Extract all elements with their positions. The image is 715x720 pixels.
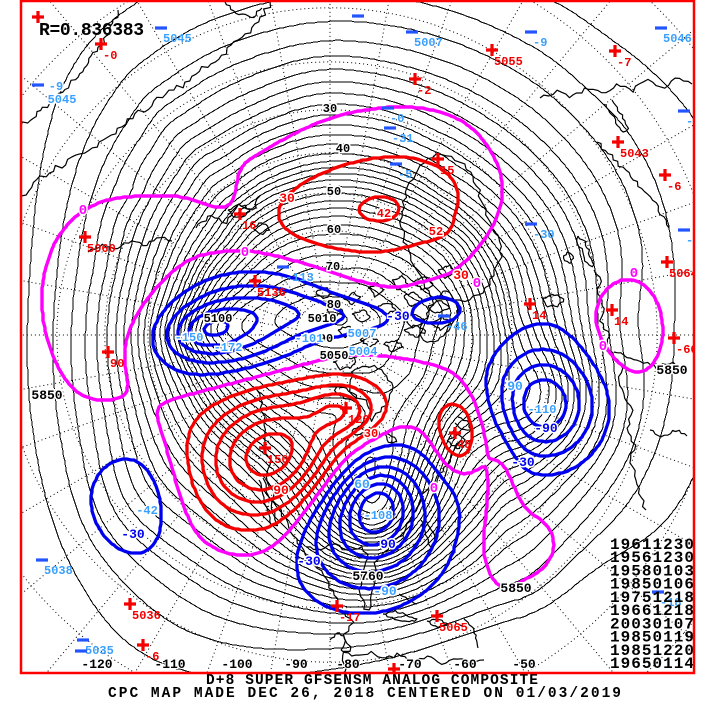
svg-text:-9: -9 — [533, 36, 547, 50]
svg-text:80: 80 — [327, 298, 341, 312]
svg-text:5065: 5065 — [439, 621, 468, 635]
svg-text:0: 0 — [79, 203, 87, 219]
svg-text:-0: -0 — [390, 112, 404, 126]
svg-text:5036: 5036 — [132, 609, 161, 623]
svg-text:0: 0 — [473, 276, 481, 292]
svg-text:0: 0 — [599, 339, 607, 355]
svg-text:16: 16 — [242, 219, 256, 233]
svg-text:-80: -80 — [336, 657, 360, 672]
svg-text:-30: -30 — [533, 228, 555, 242]
svg-text:5050: 5050 — [320, 349, 349, 363]
svg-text:90: 90 — [507, 379, 523, 394]
svg-text:5045: 5045 — [48, 93, 77, 107]
svg-text:90: 90 — [380, 537, 396, 552]
svg-text:5046: 5046 — [663, 32, 692, 46]
svg-text:-31: -31 — [392, 132, 414, 146]
svg-text:70: 70 — [326, 260, 340, 274]
svg-text:R=0.836383: R=0.836383 — [39, 21, 144, 41]
svg-text:5850: 5850 — [31, 388, 62, 403]
svg-text:5850: 5850 — [500, 581, 531, 596]
svg-text:14: 14 — [614, 315, 628, 329]
svg-text:5007: 5007 — [348, 327, 377, 341]
svg-text:5100: 5100 — [204, 312, 233, 326]
svg-text:52: 52 — [429, 225, 443, 239]
svg-text:-9: -9 — [49, 80, 63, 94]
svg-text:5045: 5045 — [163, 32, 192, 46]
svg-text:19650114: 19650114 — [610, 655, 694, 673]
svg-text:-42: -42 — [136, 504, 158, 518]
svg-text:0: 0 — [630, 266, 638, 282]
svg-text:-90: -90 — [373, 584, 397, 599]
svg-text:-30: -30 — [386, 309, 410, 324]
svg-text:60: 60 — [354, 477, 370, 492]
svg-text:5010: 5010 — [308, 312, 337, 326]
svg-text:5136: 5136 — [257, 286, 286, 300]
svg-text:30: 30 — [364, 427, 378, 441]
svg-text:15: 15 — [440, 164, 454, 178]
svg-text:-0: -0 — [103, 49, 117, 63]
svg-text:0: 0 — [241, 245, 249, 261]
svg-text:14: 14 — [532, 309, 546, 323]
svg-text:-30: -30 — [511, 455, 535, 470]
svg-text:-5: -5 — [398, 168, 412, 182]
svg-text:120: 120 — [348, 413, 370, 427]
svg-text:-108: -108 — [364, 509, 393, 523]
svg-text:-2: -2 — [417, 84, 431, 98]
svg-text:150: 150 — [267, 453, 289, 467]
svg-text:-90: -90 — [284, 657, 308, 672]
svg-text:30: 30 — [279, 191, 295, 206]
svg-text:90: 90 — [273, 483, 289, 498]
svg-text:60: 60 — [327, 223, 341, 237]
svg-text:5760: 5760 — [352, 569, 383, 584]
svg-text:-100: -100 — [221, 657, 252, 672]
svg-text:90: 90 — [110, 357, 124, 371]
svg-text:0: 0 — [430, 481, 438, 497]
svg-text:-110: -110 — [528, 403, 557, 417]
svg-text:-60: -60 — [453, 657, 477, 672]
svg-text:5043: 5043 — [620, 147, 649, 161]
svg-text:5007: 5007 — [414, 36, 443, 50]
svg-text:-30: -30 — [121, 527, 145, 542]
svg-text:-70: -70 — [398, 657, 422, 672]
svg-text:5055: 5055 — [494, 55, 523, 69]
svg-text:5004: 5004 — [349, 345, 378, 359]
svg-text:5038: 5038 — [44, 564, 73, 578]
svg-text:-46: -46 — [446, 320, 468, 334]
svg-text:-120: -120 — [81, 657, 112, 672]
svg-text:5035: 5035 — [85, 644, 114, 658]
svg-text:42: 42 — [377, 207, 391, 221]
svg-text:-6: -6 — [667, 180, 681, 194]
svg-text:48: 48 — [457, 438, 471, 452]
svg-text:-7: -7 — [617, 56, 631, 70]
svg-text:-172: -172 — [214, 341, 243, 355]
svg-text:-17: -17 — [339, 611, 361, 625]
svg-text:-150: -150 — [175, 331, 204, 345]
svg-text:-113: -113 — [285, 271, 314, 285]
svg-text:-50: -50 — [512, 657, 536, 672]
svg-text:-30: -30 — [297, 554, 321, 569]
svg-text:5060: 5060 — [87, 242, 116, 256]
svg-text:5850: 5850 — [656, 363, 687, 378]
svg-text:40: 40 — [336, 142, 350, 156]
svg-text:-110: -110 — [154, 657, 185, 672]
svg-text:30: 30 — [453, 268, 469, 283]
svg-text:-101: -101 — [295, 332, 324, 346]
svg-text:-90: -90 — [534, 421, 558, 436]
svg-text:30: 30 — [323, 102, 337, 116]
svg-text:50: 50 — [327, 185, 341, 199]
